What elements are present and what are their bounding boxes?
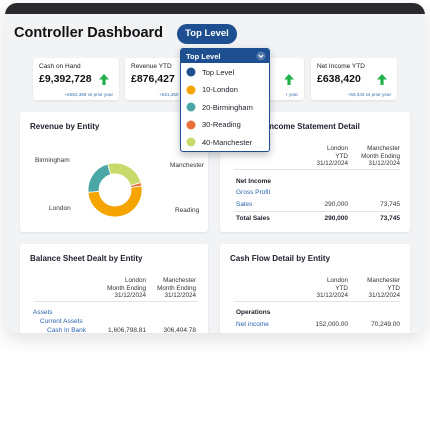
row-label: Total Sales — [236, 215, 270, 222]
header-rule — [34, 301, 198, 302]
revenue-panel: Revenue by Entity Birmingham Manchester Rea… — [20, 112, 208, 232]
dropdown-item-label: Top Level — [202, 67, 235, 77]
donut-slice — [107, 162, 142, 187]
row-label: Assets — [33, 309, 53, 316]
cashflow-panel: Cash Flow Detail by Entity London YTD 31/12… — [220, 244, 410, 333]
kpi-label: Net Income YTD — [317, 63, 365, 70]
kpi-value: £9,392,728 — [39, 73, 92, 85]
color-dot — [186, 67, 196, 77]
dropdown-item-label: 30-Reading — [202, 120, 241, 129]
kpi-card: Net Income YTD £638,420 +56,343 vs prior y… — [311, 58, 397, 100]
entity-button[interactable]: Top Level — [177, 24, 237, 44]
cell-value: 73,745 — [380, 201, 400, 208]
cell-value: 152,000.00 — [315, 321, 348, 328]
cell-value: 73,745 — [380, 215, 400, 222]
column-header: YTD — [335, 284, 348, 292]
arrow-shape — [377, 74, 387, 85]
column-header: 31/12/2024 — [164, 292, 196, 299]
donut-label: Manchester — [170, 162, 204, 169]
up-arrow — [99, 74, 109, 85]
column-header: 31/12/2024 — [368, 292, 400, 299]
dot — [186, 102, 196, 112]
kpi-value: £876,427 — [131, 73, 175, 85]
kpi-label: Cash on Hand — [39, 63, 81, 70]
row-label: Net Income — [236, 178, 272, 185]
panel-title: Balance Sheet Dealt by Entity — [30, 254, 143, 263]
header-rule — [234, 169, 400, 170]
column-header: Month Ending — [361, 152, 400, 160]
total-rule — [234, 211, 400, 212]
panel-title: Revenue by Entity — [30, 122, 100, 131]
cell-value: 290,000 — [324, 215, 349, 222]
cell-value: 70,249.00 — [371, 321, 400, 328]
panel-title: Cash Flow Detail by Entity — [230, 254, 331, 263]
header-rule — [234, 301, 400, 302]
arrow-shape — [284, 74, 294, 85]
kpi-card: Cash on Hand £9,392,728 +£862,359 vs prior… — [33, 58, 119, 100]
arrow-shape — [99, 74, 109, 85]
row-label: Sales — [236, 201, 253, 208]
cell-value: 1,606,798.81 — [108, 327, 146, 333]
dropdown-title: Top Level — [186, 52, 221, 61]
donut-label: Reading — [175, 207, 200, 214]
kpi-label: Revenue YTD — [131, 63, 172, 70]
column-header: 31/12/2024 — [316, 160, 348, 167]
column-header: Month Ending — [157, 284, 196, 292]
donut-slice — [87, 185, 143, 218]
top-bar — [5, 3, 425, 14]
donut-slice — [87, 163, 112, 193]
dot — [186, 120, 196, 129]
dropdown-header[interactable] — [181, 49, 269, 63]
dropdown-item-label: 20-Birmingham — [202, 102, 253, 112]
panel-title: - Income Statement Detail — [262, 122, 360, 131]
color-dot — [186, 102, 196, 112]
donut-label: London — [49, 205, 71, 212]
column-header: London — [326, 277, 348, 284]
dot — [186, 67, 196, 77]
color-dot — [186, 120, 196, 129]
dot — [186, 137, 196, 147]
dashboard-title: Controller Dashboard — [14, 25, 164, 41]
column-header: Manchester — [367, 277, 400, 284]
column-header: YTD — [387, 284, 400, 292]
column-header: YTD — [335, 152, 348, 160]
column-header: Manchester — [163, 277, 196, 284]
column-header: Manchester — [367, 145, 400, 152]
cell-value: 306,404.78 — [163, 327, 196, 333]
donut-label: Birmingham — [35, 157, 70, 164]
row-label: Cash In Bank — [47, 327, 87, 333]
column-header: 31/12/2024 — [316, 292, 348, 299]
chevron — [256, 51, 266, 61]
kpi-value: £638,420 — [317, 73, 361, 85]
up-arrow — [284, 74, 294, 85]
up-arrow — [377, 74, 387, 85]
entity-dropdown: Top Level Top Level 10-London 20-Birmingha… — [180, 48, 270, 152]
column-header: London — [124, 277, 146, 284]
color-dot — [186, 85, 196, 94]
column-header: 31/12/2024 — [368, 160, 400, 167]
row-label: Current Assets — [40, 318, 83, 325]
balance-panel: Balance Sheet Dealt by Entity London Month… — [20, 244, 208, 333]
row-label: Operations — [236, 309, 271, 316]
column-header: 31/12/2024 — [114, 292, 146, 299]
column-header: Month Ending — [107, 284, 146, 292]
cell-value: 290,000 — [324, 201, 349, 208]
dropdown-item-label: 10-London — [202, 85, 238, 94]
kpi-change: r year — [286, 92, 298, 97]
row-label: Gross Profit — [236, 189, 271, 196]
dropdown-item-label: 40-Manchester — [202, 137, 253, 147]
row-label: Net income — [236, 321, 269, 328]
donut-chart — [87, 162, 143, 218]
color-dot — [186, 137, 196, 147]
dot — [186, 85, 196, 94]
kpi-change: +£862,359 vs prior year — [64, 92, 113, 97]
column-header: London — [326, 145, 348, 152]
kpi-change: +56,343 vs prior year — [347, 92, 391, 97]
